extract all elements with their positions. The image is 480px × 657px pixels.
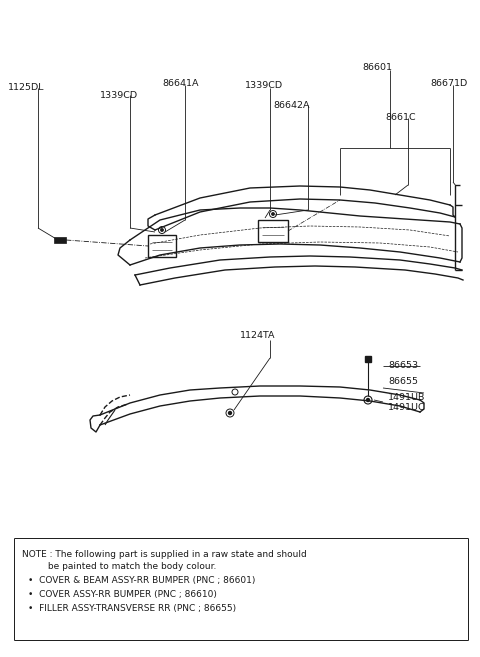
Circle shape: [272, 213, 274, 215]
Text: NOTE : The following part is supplied in a raw state and should: NOTE : The following part is supplied in…: [22, 550, 307, 559]
Text: 86642A: 86642A: [273, 101, 310, 110]
Text: 86641A: 86641A: [162, 78, 199, 87]
Text: 1491UC: 1491UC: [388, 403, 426, 413]
Polygon shape: [365, 356, 371, 362]
Circle shape: [367, 399, 370, 401]
Text: 86601: 86601: [362, 64, 392, 72]
Text: 1339CD: 1339CD: [100, 91, 138, 99]
Text: •  COVER & BEAM ASSY-RR BUMPER (PNC ; 86601): • COVER & BEAM ASSY-RR BUMPER (PNC ; 866…: [28, 576, 255, 585]
Text: •  COVER ASSY-RR BUMPER (PNC ; 86610): • COVER ASSY-RR BUMPER (PNC ; 86610): [28, 590, 217, 599]
Text: 1339CD: 1339CD: [245, 81, 283, 91]
Text: 1491UB: 1491UB: [388, 394, 425, 403]
Text: 8661C: 8661C: [385, 114, 416, 122]
Text: •  FILLER ASSY-TRANSVERSE RR (PNC ; 86655): • FILLER ASSY-TRANSVERSE RR (PNC ; 86655…: [28, 604, 236, 613]
Text: 86653: 86653: [388, 361, 418, 371]
Text: 86655: 86655: [388, 378, 418, 386]
Text: 1124TA: 1124TA: [240, 332, 276, 340]
Text: be painted to match the body colour.: be painted to match the body colour.: [22, 562, 216, 571]
Text: 1125DL: 1125DL: [8, 83, 45, 93]
Circle shape: [161, 229, 163, 231]
Text: 86671D: 86671D: [430, 78, 467, 87]
Polygon shape: [54, 237, 66, 243]
Circle shape: [228, 411, 231, 415]
